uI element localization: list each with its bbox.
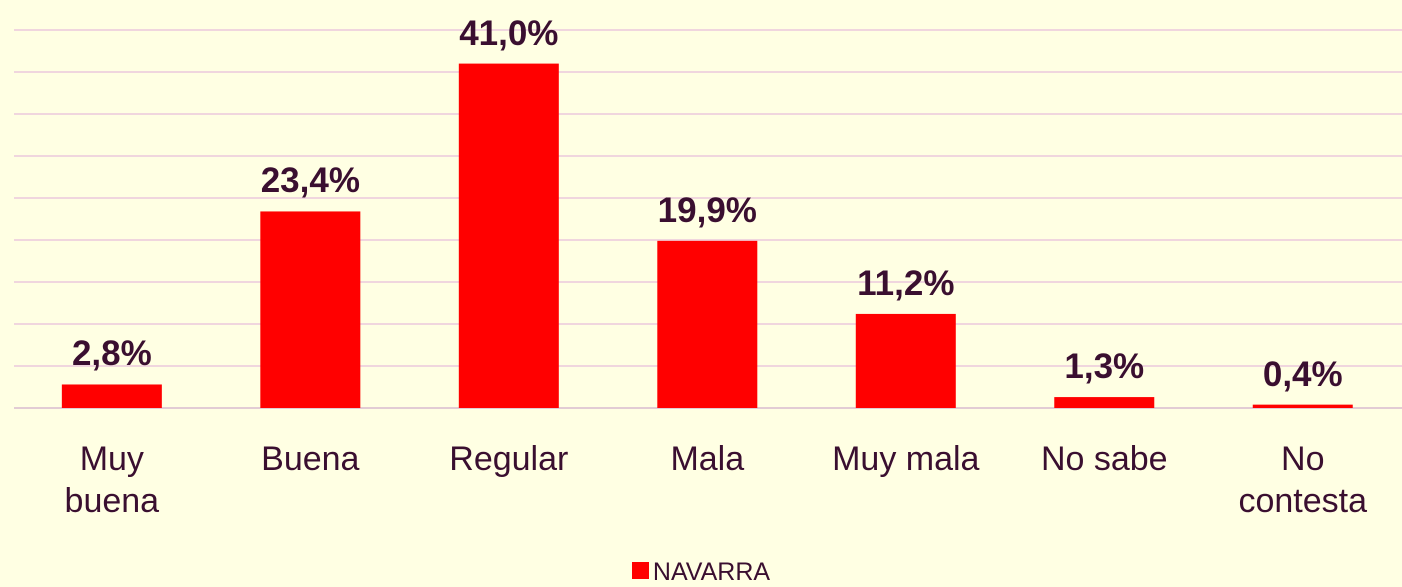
data-label: 0,4%	[1262, 354, 1343, 394]
bar	[61, 384, 162, 408]
bar	[1252, 404, 1353, 408]
x-tick-label: Buena	[261, 440, 360, 478]
x-tick-label: Muy mala	[832, 440, 980, 478]
data-label: 41,0%	[459, 13, 559, 53]
data-label: 1,3%	[1064, 347, 1145, 387]
bar	[1054, 397, 1155, 408]
data-label: 2,8%	[71, 334, 152, 374]
data-label: 11,2%	[857, 263, 955, 303]
x-tick-label: No contesta	[1238, 440, 1368, 520]
x-tick-label: Regular	[449, 440, 569, 478]
bar	[260, 211, 361, 408]
legend-label: NAVARRA	[652, 558, 771, 586]
data-label: 19,9%	[657, 190, 757, 230]
x-tick-label: No sabe	[1040, 440, 1168, 478]
bar	[458, 63, 559, 408]
data-label: 23,4%	[260, 161, 360, 201]
x-tick-label: Muy buena	[64, 440, 160, 520]
bar	[855, 313, 956, 408]
x-tick-label: Mala	[670, 440, 745, 478]
legend: NAVARRA	[0, 558, 1402, 587]
bar	[657, 240, 758, 408]
legend-swatch	[631, 562, 649, 579]
